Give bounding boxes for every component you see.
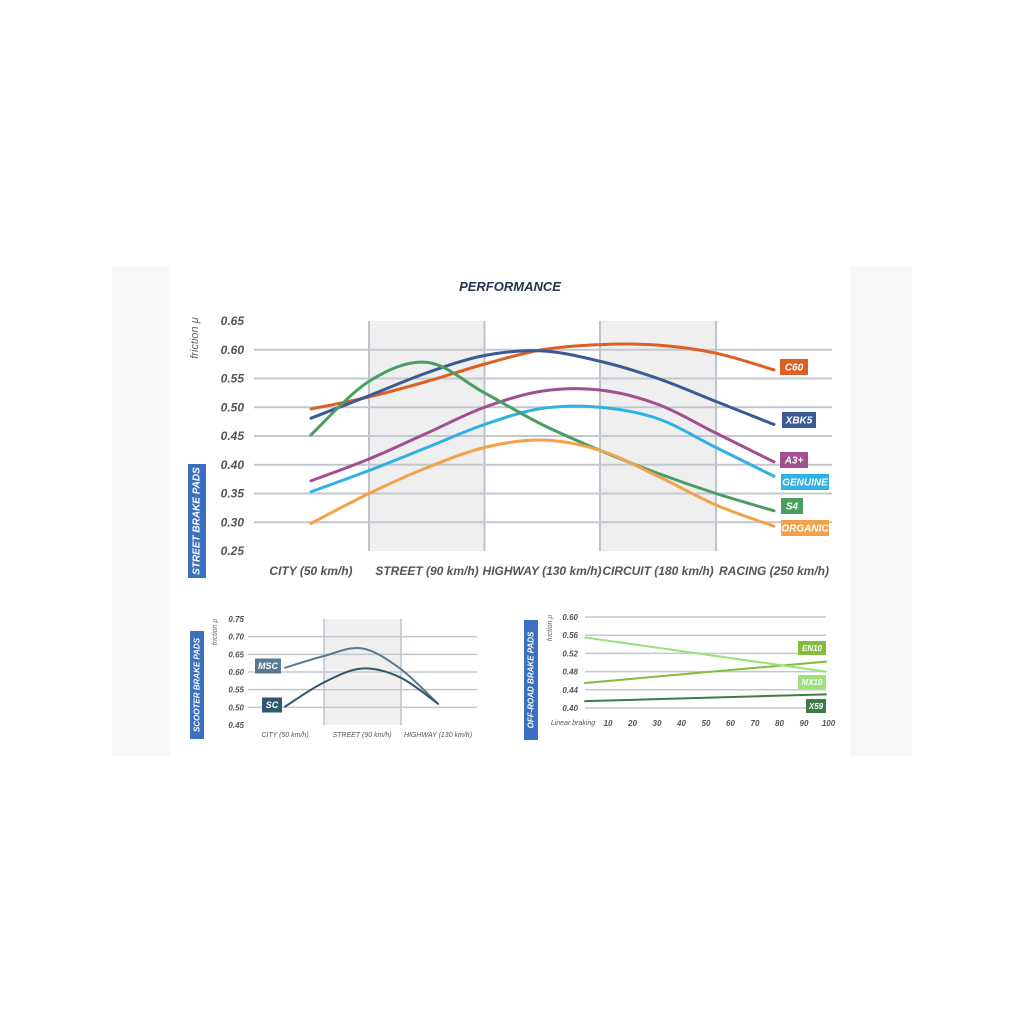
x-tick-label: 100 [822, 719, 836, 728]
y-axis-title: friction μ [212, 619, 219, 646]
y-tick-label: 0.55 [228, 686, 244, 695]
legend-genuine-tag [781, 474, 829, 490]
offroad-chart: 0.60 0.56 0.52 0.48 0.44 0.40 friction μ Linear… [524, 613, 836, 740]
chart-panel [170, 266, 850, 756]
series-line-mx10 [584, 636, 827, 673]
section-label: STREET BRAKE PADS [192, 467, 203, 575]
y-tick-label: 0.50 [228, 703, 244, 712]
x-tick-label: 60 [726, 719, 735, 728]
x-tick-label: CITY (50 km/h) [261, 732, 308, 739]
section-label-box [524, 620, 538, 740]
street-chart: 0.65 0.60 0.55 0.50 0.45 0.40 0.35 0.30 0.25 fric… [188, 314, 832, 578]
legend-a3+-tag [780, 452, 808, 468]
y-tick-label: 0.75 [228, 615, 244, 624]
y-tick-label: 0.40 [221, 458, 245, 472]
x-tick-label: STREET (90 km/h) [375, 564, 478, 578]
y-axis-title: friction μ [189, 317, 201, 358]
x-tick-label: 10 [604, 719, 613, 728]
y-axis-title: friction μ [547, 615, 554, 642]
legend-x59-label: X59 [808, 702, 824, 711]
legend-mx10-tag [798, 675, 826, 689]
legend-mx10-label: MX10 [802, 678, 823, 687]
legend-organic-label: ORGANIC [781, 524, 829, 535]
x-tick-label: 30 [653, 719, 662, 728]
x-tick-label: 90 [800, 719, 809, 728]
y-tick-label: 0.40 [562, 704, 578, 713]
series-line-xbk5 [309, 349, 776, 426]
series-line-sc [284, 667, 439, 708]
x-tick-label: CIRCUIT (180 km/h) [602, 564, 713, 578]
y-tick-label: 0.30 [221, 515, 245, 529]
legend-x59-tag [806, 699, 826, 713]
legend-sc-tag [262, 697, 282, 713]
y-tick-label: 0.44 [562, 686, 578, 695]
series-line-genuine [309, 404, 776, 494]
y-tick-label: 0.70 [228, 633, 244, 642]
legend-c60-tag [780, 359, 808, 375]
y-tick-label: 0.56 [562, 631, 578, 640]
y-tick-label: 0.45 [221, 429, 245, 443]
legend-organic-tag [781, 520, 829, 536]
series-line-x59 [584, 693, 827, 703]
legend-msc-tag [255, 658, 281, 674]
legend-s4-label: S4 [786, 502, 799, 513]
legend-msc-label: MSC [258, 661, 279, 671]
legend-en10-label: EN10 [802, 644, 823, 653]
x-tick-label: HIGHWAY (130 km/h) [483, 564, 602, 578]
legend-xbk5-tag [782, 412, 816, 428]
x-tick-label: RACING (250 km/h) [719, 564, 829, 578]
x-tick-label: 80 [775, 719, 784, 728]
x-tick-label: 20 [627, 719, 637, 728]
legend-a3+-label: A3+ [784, 456, 804, 467]
x-tick-label: CITY (50 km/h) [269, 564, 352, 578]
y-tick-label: 0.52 [562, 649, 578, 658]
x-tick-label: 50 [702, 719, 711, 728]
series-line-a3+ [309, 387, 776, 483]
chart-title: PERFORMANCE [459, 279, 561, 294]
x-tick-label: 40 [676, 719, 686, 728]
legend-genuine-label: GENUINE [782, 478, 828, 489]
legend-s4-tag [781, 498, 803, 514]
x-axis-title: Linear braking [551, 720, 595, 727]
x-tick-label: STREET (90 km/h) [332, 732, 391, 739]
y-tick-label: 0.45 [228, 721, 244, 730]
section-label: OFF-ROAD BRAKE PADS [527, 631, 536, 728]
series-line-msc [284, 646, 439, 705]
y-tick-label: 0.65 [221, 314, 245, 328]
series-line-s4 [309, 360, 776, 513]
x-tick-label: 70 [751, 719, 760, 728]
legend-xbk5-label: XBK5 [785, 416, 813, 427]
y-tick-label: 0.60 [228, 668, 244, 677]
section-label: SCOOTER BRAKE PADS [193, 637, 202, 732]
scooter-chart: 0.75 0.70 0.65 0.60 0.55 0.50 0.45 friction μ CI… [190, 615, 477, 739]
y-tick-label: 0.35 [221, 487, 245, 501]
y-tick-label: 0.65 [228, 650, 244, 659]
section-label-box [188, 464, 206, 578]
y-tick-label: 0.55 [221, 372, 245, 386]
legend-sc-label: SC [266, 700, 279, 710]
legend-en10-tag [798, 641, 826, 655]
section-label-box [190, 631, 204, 739]
y-tick-label: 0.25 [221, 544, 245, 558]
y-tick-label: 0.60 [221, 343, 245, 357]
y-tick-label: 0.50 [221, 400, 245, 414]
y-tick-label: 0.48 [562, 668, 578, 677]
series-line-organic [309, 438, 776, 528]
x-tick-label: HIGHWAY (130 km/h) [404, 732, 472, 739]
y-tick-label: 0.60 [562, 613, 578, 622]
legend-c60-label: C60 [785, 363, 804, 374]
